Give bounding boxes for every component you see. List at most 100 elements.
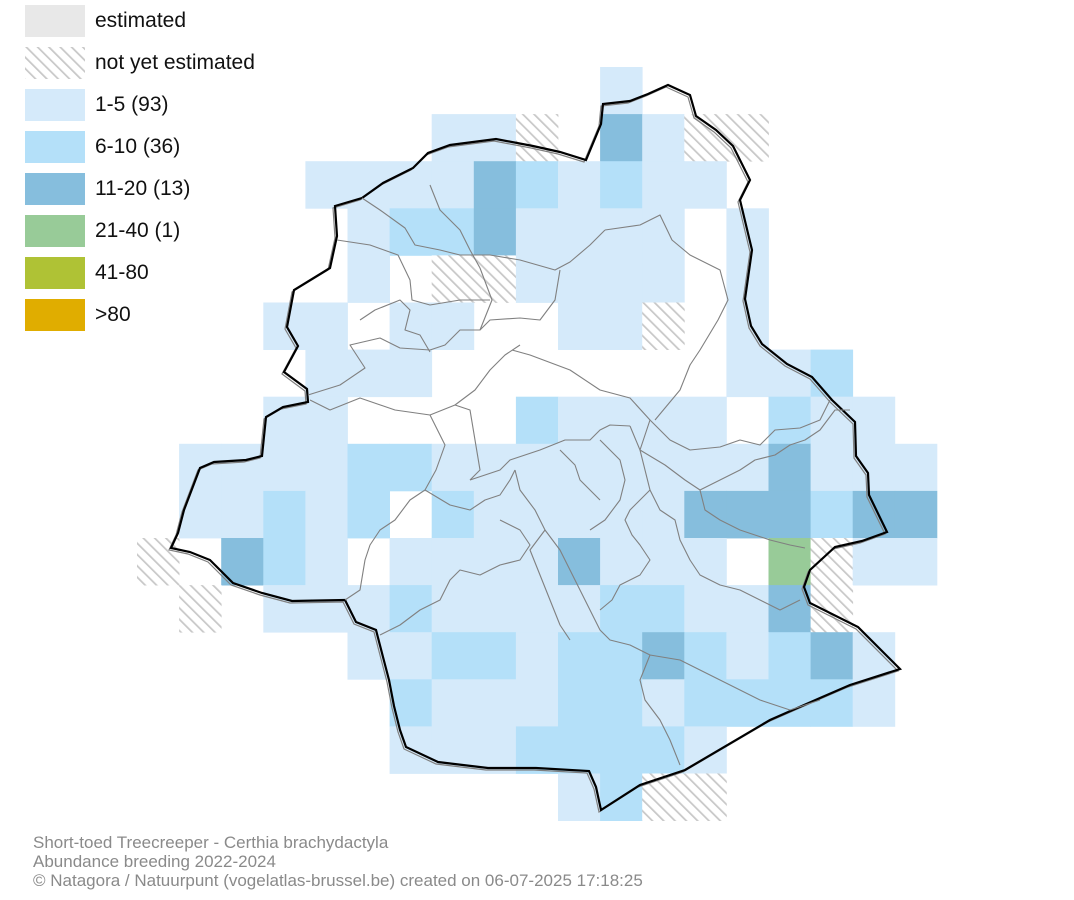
grid-cell	[558, 443, 601, 492]
grid-cell	[852, 443, 896, 492]
grid-cell	[389, 443, 433, 492]
legend-item-class: 6-10 (36)	[25, 131, 325, 163]
grid-cell	[473, 538, 517, 586]
grid-cell	[431, 161, 475, 209]
grid-cell	[515, 538, 559, 586]
grid-cell	[600, 632, 643, 680]
grid-cell	[263, 490, 306, 539]
grid-cell	[600, 114, 643, 162]
grid-cell	[642, 679, 685, 727]
grid-cell	[389, 679, 433, 727]
grid-cell	[473, 490, 517, 539]
grid-cell	[684, 679, 727, 727]
grid-cell	[431, 538, 475, 586]
grid-cell	[642, 208, 685, 256]
grid-cell	[894, 443, 938, 492]
grid-cell	[810, 443, 854, 492]
legend-item-class: 41-80	[25, 257, 325, 289]
grid-cell	[473, 443, 517, 492]
grid-cell	[852, 679, 896, 727]
grid-cell	[600, 302, 643, 350]
grid-cell	[642, 585, 685, 633]
grid-cell	[768, 538, 811, 586]
grid-cell	[600, 67, 643, 115]
grid-cell	[263, 443, 306, 492]
grid-cell-not-estimated	[684, 773, 727, 821]
grid-cell	[263, 302, 306, 350]
grid-cell	[894, 538, 938, 586]
grid-cell	[726, 443, 769, 492]
grid-cell	[768, 632, 811, 680]
grid-cell	[768, 585, 811, 633]
grid-cell	[347, 255, 390, 303]
legend-label: >80	[95, 303, 131, 326]
legend-swatch	[25, 89, 85, 121]
grid-cell	[347, 443, 390, 492]
grid-cell	[852, 538, 896, 586]
grid-cell	[347, 349, 390, 398]
legend-swatch	[25, 215, 85, 247]
legend-swatch	[25, 131, 85, 163]
grid-cell	[473, 726, 517, 774]
grid-cell	[684, 396, 727, 445]
grid-cell	[684, 632, 727, 680]
legend-swatch-hatch	[25, 47, 85, 79]
legend-swatch-estimated	[25, 5, 85, 37]
grid-cell	[810, 349, 854, 398]
municipality-boundaries	[307, 184, 850, 766]
grid-cell	[726, 632, 769, 680]
grid-cell	[642, 396, 685, 445]
grid-cell	[389, 349, 433, 398]
legend-item-estimated: estimated	[25, 5, 325, 37]
grid-cell	[179, 490, 222, 539]
grid-cell	[305, 161, 348, 209]
grid-cell	[389, 585, 433, 633]
grid-cell	[431, 632, 475, 680]
legend-item-class: 1-5 (93)	[25, 89, 325, 121]
grid-cell-not-estimated	[726, 114, 769, 162]
grid-cell	[431, 443, 475, 492]
grid-cell	[642, 161, 685, 209]
caption-credit: © Natagora / Natuurpunt (vogelatlas-brus…	[33, 871, 643, 890]
grid-cell	[600, 161, 643, 209]
grid-cell	[431, 208, 475, 256]
grid-cell	[515, 255, 559, 303]
grid-cell	[558, 538, 601, 586]
grid-cell	[768, 490, 811, 539]
grid-cell	[600, 208, 643, 256]
grid-cell	[389, 538, 433, 586]
grid-cell	[600, 726, 643, 774]
grid-cell-not-estimated	[473, 255, 517, 303]
grid-cell	[852, 490, 896, 539]
legend-label-estimated: estimated	[95, 9, 187, 32]
grid-cell	[642, 443, 685, 492]
region-boundary-outline	[169, 83, 903, 812]
grid-cell	[768, 396, 811, 445]
grid-cell	[558, 302, 601, 350]
legend-label-not-estimated: not yet estimated	[95, 51, 255, 74]
grid-cell	[305, 302, 348, 350]
map-caption: Short-toed Treecreeper - Certhia brachyd…	[33, 833, 643, 890]
region-boundary	[168, 86, 900, 813]
grid-cell	[431, 679, 475, 727]
grid-cell	[305, 585, 348, 633]
grid-cell	[305, 538, 348, 586]
grid-cell	[515, 726, 559, 774]
legend-label: 1-5 (93)	[95, 93, 169, 116]
grid-cell-not-estimated	[642, 773, 685, 821]
grid-cell	[515, 161, 559, 209]
grid-cell	[600, 585, 643, 633]
legend-label: 41-80	[95, 261, 149, 284]
grid-cell	[894, 490, 938, 539]
caption-species: Short-toed Treecreeper - Certhia brachyd…	[33, 833, 389, 852]
grid-cell	[558, 585, 601, 633]
grid-cell	[558, 726, 601, 774]
legend-label: 21-40 (1)	[95, 219, 181, 242]
grid-cell	[515, 396, 559, 445]
grid-cell	[810, 490, 854, 539]
grid-cell	[473, 679, 517, 727]
grid-cell	[852, 396, 896, 445]
grid-cell	[642, 632, 685, 680]
grid-cell-not-estimated	[810, 585, 854, 633]
